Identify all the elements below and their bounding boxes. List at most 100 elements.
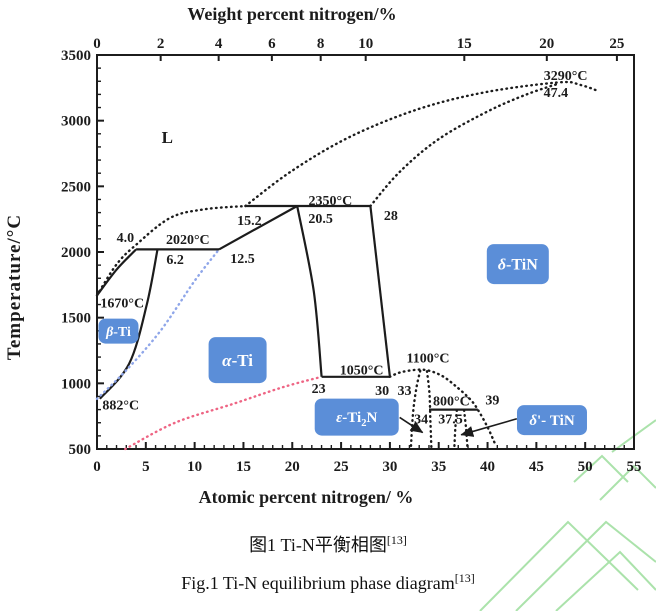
caption-chinese-text: 图1 Ti-N平衡相图 [249, 535, 387, 555]
bottom-tick-label: 5 [142, 459, 150, 475]
phase-label-text-epsilon-ti2n: ε-Ti2N [336, 410, 377, 429]
caption-chinese-ref: [13] [386, 533, 407, 547]
curve-alpha-solvus-calc [124, 375, 323, 451]
annotation-30: 30 [375, 384, 389, 399]
left-tick-label: 500 [69, 442, 92, 458]
top-axis-title: Weight percent nitrogen/% [187, 4, 396, 24]
caption-english-ref: [13] [454, 571, 475, 585]
phase-label-beta-ti: β-Ti [98, 318, 139, 344]
phase-boundaries [95, 80, 599, 451]
curve-liquidus-high [244, 80, 599, 208]
caption-chinese: 图1 Ti-N平衡相图[13] [0, 531, 656, 557]
annotation-L: L [162, 128, 173, 147]
annotation-28: 28 [384, 209, 398, 224]
annotation-1670C: 1670°C [100, 296, 144, 311]
annotation-39: 39 [485, 394, 499, 409]
bottom-tick-label: 40 [480, 459, 495, 475]
annotation-34: 34 [414, 413, 428, 428]
phase-label-box-alpha-ti [208, 337, 267, 384]
annotation-33: 33 [398, 384, 412, 399]
curve-epsilon-right [425, 370, 433, 450]
phase-label-epsilon-ti2n: ε-Ti2N [314, 398, 399, 436]
watermark-line [599, 464, 656, 501]
curve-delta-solidus [369, 82, 559, 208]
curve-delta-prime-right [462, 409, 469, 450]
phase-label-delta-prime-tin: δ'- TiN [516, 405, 587, 436]
curve-delta-left [369, 205, 391, 377]
curve-beta-alpha-transus [99, 249, 159, 400]
top-tick-label: 6 [268, 36, 276, 52]
phase-label-box-epsilon-ti2n [314, 398, 399, 436]
top-tick-label: 15 [457, 36, 472, 52]
phase-label-text-delta-prime-tin: δ'- TiN [529, 413, 575, 429]
left-tick-label: 1000 [61, 376, 91, 392]
bottom-tick-label: 10 [187, 459, 202, 475]
left-tick-label: 2000 [61, 245, 91, 261]
phase-label-box-delta-tin [486, 244, 549, 285]
curve-epsilon-dome [388, 368, 497, 446]
annotations: L 4.0 2020°C 6.2 12.5 15.2 2350°C 20.5 28 3290°C 4… [100, 69, 587, 428]
curve-alpha-solidus [218, 205, 298, 251]
bottom-tick-label: 50 [578, 459, 593, 475]
delta-prime-arrow [460, 418, 518, 437]
phase-labels: β-Ti α-Ti δ-TiN ε-Ti2N δ'- TiN [98, 244, 587, 436]
curve-delta-prime-left [453, 409, 458, 450]
watermark-line [515, 520, 656, 611]
annotation-474: 47.4 [544, 86, 569, 101]
top-tick-label: 2 [157, 36, 165, 52]
left-tick-label: 1500 [61, 311, 91, 327]
curve-liquidus-low [95, 204, 247, 297]
annotation-40: 4.0 [117, 231, 135, 246]
annotation-152: 15.2 [237, 214, 262, 229]
caption-english: Fig.1 Ti-N equilibrium phase diagram[13] [0, 571, 656, 594]
top-tick-label: 10 [358, 36, 373, 52]
left-tick-label: 3000 [61, 114, 91, 130]
phase-label-box-delta-prime-tin [516, 405, 587, 436]
annotation-23: 23 [312, 382, 326, 397]
watermark-line [479, 520, 639, 611]
phase-label-text-alpha-ti: α-Ti [222, 351, 253, 370]
bottom-tick-label: 45 [529, 459, 544, 475]
curve-epsilon-left [409, 369, 422, 450]
annotation-882C: 882°C [102, 399, 139, 414]
bottom-tick-label: 20 [285, 459, 300, 475]
watermark-line [573, 454, 629, 483]
left-tick-label: 2500 [61, 179, 91, 195]
annotation-1050C: 1050°C [340, 363, 384, 378]
bottom-axis-title: Atomic percent nitrogen/ % [199, 487, 414, 507]
curve-alpha-delta-left [296, 205, 323, 377]
phase-label-delta-tin: δ-TiN [486, 244, 549, 285]
top-tick-label: 0 [93, 36, 101, 52]
left-axis-title: Temperature/°C [4, 214, 25, 360]
watermark-line [555, 550, 656, 611]
bottom-tick-label: 15 [236, 459, 251, 475]
annotation-800C: 800°C [433, 395, 470, 410]
pointer-arrows [399, 416, 518, 437]
annotation-3290C: 3290°C [544, 69, 588, 84]
bottom-tick-label: 35 [431, 459, 446, 475]
phase-label-text-delta-tin: δ-TiN [498, 257, 538, 274]
annotation-205: 20.5 [308, 212, 333, 227]
top-tick-label: 20 [539, 36, 554, 52]
bottom-tick-label: 0 [93, 459, 101, 475]
epsilon-arrow [399, 416, 424, 434]
top-tick-label: 4 [215, 36, 223, 52]
bottom-tick-label: 30 [382, 459, 397, 475]
annotation-375: 37.5 [438, 413, 463, 428]
left-tick-label: 3500 [61, 48, 91, 64]
bottom-tick-label: 55 [627, 459, 642, 475]
bottom-tick-label: 25 [334, 459, 349, 475]
annotation-2020C: 2020°C [166, 233, 210, 248]
phase-label-box-beta-ti [98, 318, 139, 344]
curve-beta-solidus [96, 248, 137, 296]
top-tick-label: 8 [317, 36, 325, 52]
top-tick-label: 25 [609, 36, 624, 52]
annotation-125: 12.5 [230, 252, 255, 267]
annotation-1100C: 1100°C [407, 352, 450, 367]
phase-label-text-beta-ti: β-Ti [105, 325, 131, 340]
annotation-62: 6.2 [166, 253, 184, 268]
caption-english-text: Fig.1 Ti-N equilibrium phase diagram [181, 573, 455, 593]
